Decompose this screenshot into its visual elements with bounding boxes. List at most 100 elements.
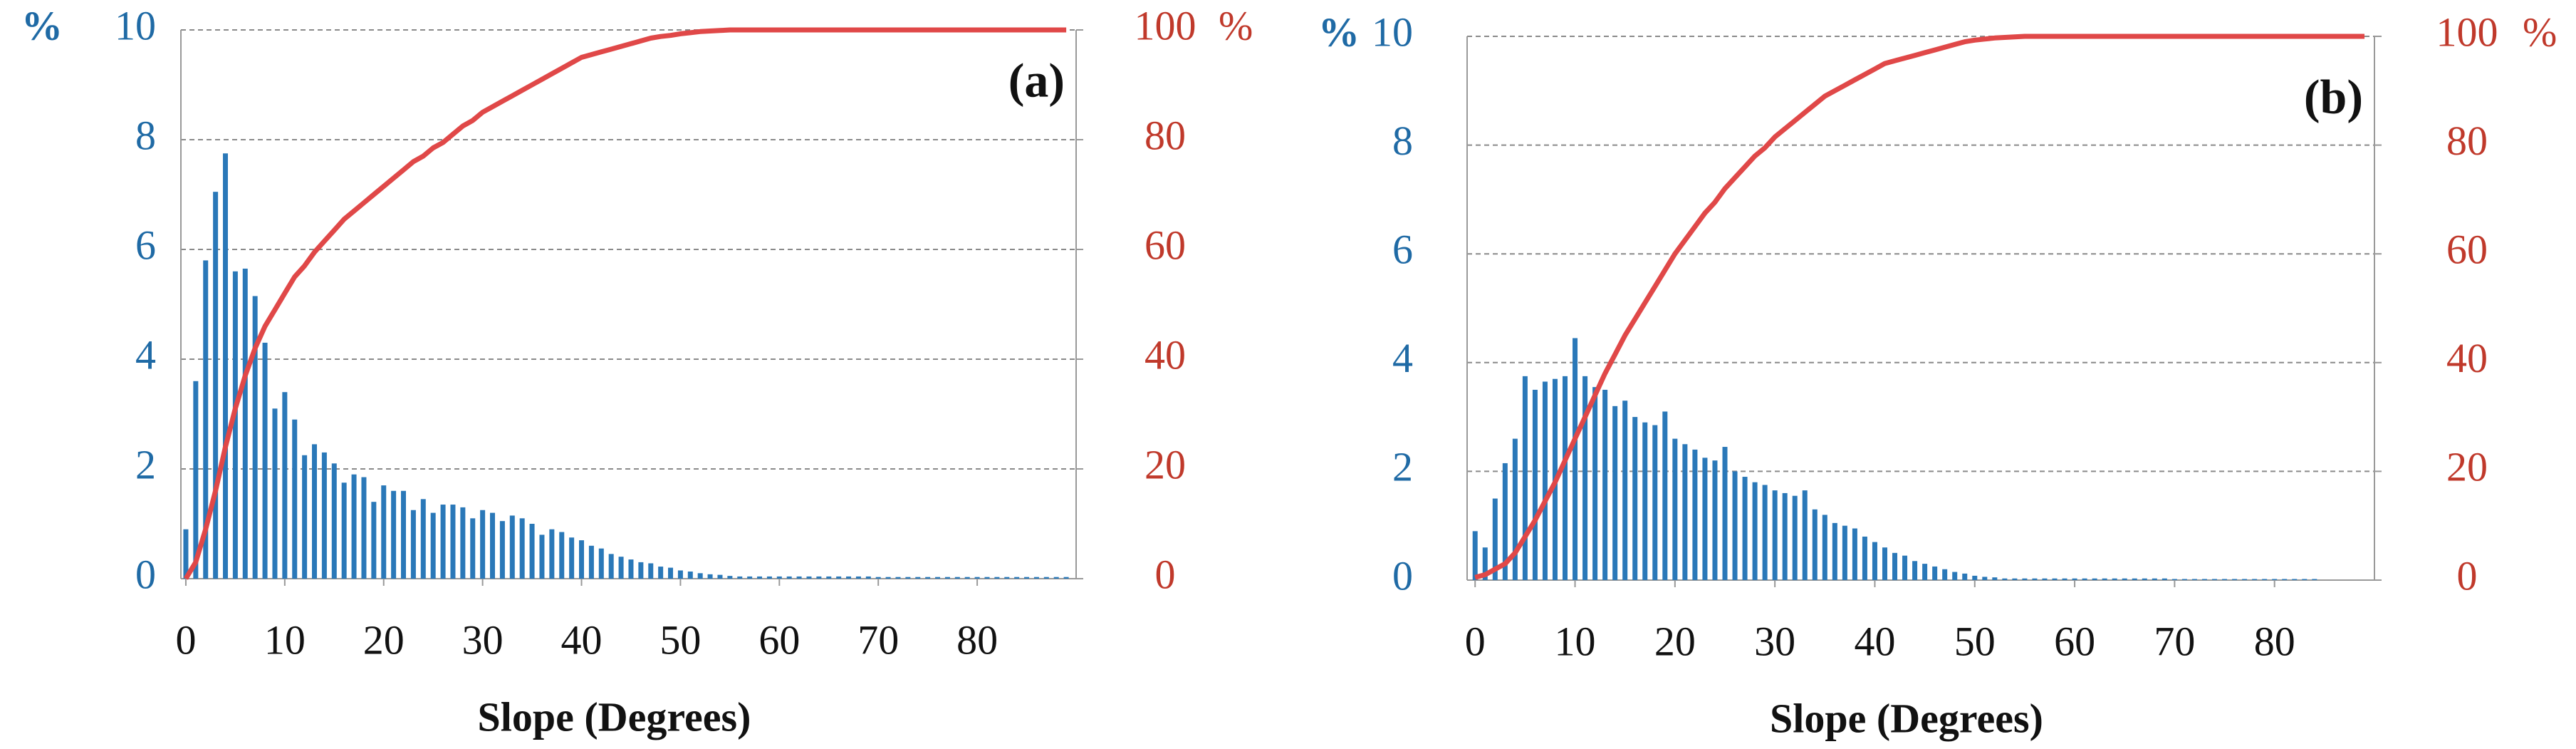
bar	[351, 474, 357, 579]
bar	[1662, 411, 1668, 580]
y-tick-label: 10	[1372, 9, 1413, 55]
bar	[361, 477, 367, 579]
bar	[2242, 579, 2248, 580]
bar	[579, 540, 585, 579]
bar	[1682, 444, 1688, 580]
bar	[2212, 579, 2218, 580]
bar	[1642, 422, 1648, 580]
chart-panel: 0 2 4 6 8 10% 0 20 40 60 80 100 % 0 10 20 30 40 50 60 70 80 Sl…	[21, 2, 1253, 740]
bar	[262, 342, 268, 579]
bar	[658, 567, 664, 579]
bar	[1722, 447, 1728, 580]
x-tick-label: 0	[1465, 618, 1486, 664]
bar	[2262, 579, 2268, 580]
bar	[252, 296, 258, 579]
bar	[796, 576, 802, 579]
bar	[707, 574, 713, 579]
bar	[1812, 509, 1818, 580]
bar	[2312, 579, 2317, 580]
bar	[1792, 495, 1798, 580]
bar	[2232, 579, 2238, 580]
bar	[2142, 578, 2147, 580]
bar	[697, 573, 703, 579]
bar	[1832, 522, 1837, 580]
bar	[816, 576, 822, 579]
bar	[1742, 477, 1748, 580]
y-tick-label: 4	[1392, 335, 1413, 381]
bar	[490, 512, 496, 579]
bar	[687, 571, 693, 579]
bar	[242, 268, 248, 579]
panel-label: (b)	[2304, 70, 2363, 124]
bar	[806, 576, 812, 579]
bar	[717, 574, 723, 579]
bar	[2292, 579, 2298, 580]
bar	[618, 557, 624, 579]
bar	[944, 577, 950, 579]
bar	[1632, 417, 1638, 580]
bar	[1502, 463, 1508, 580]
chart-panel: 0 2 4 6 8 10% 0 20 40 60 80 100 % 0 10 20 30 40 50 60 70 80 Sl…	[1318, 9, 2557, 741]
bar	[559, 532, 565, 579]
bar	[460, 507, 466, 579]
bar	[1752, 482, 1758, 580]
bar	[213, 192, 219, 579]
bar	[1922, 564, 1928, 580]
y2-tick-label: 80	[1144, 112, 1186, 158]
y-tick-label: 2	[1392, 444, 1413, 490]
y2-axis-unit: %	[2523, 9, 2557, 55]
bar	[312, 444, 318, 579]
bar	[974, 577, 980, 579]
y2-tick-label: 0	[2457, 552, 2478, 599]
bar	[2002, 578, 2008, 580]
bar	[1892, 552, 1898, 580]
bar	[2132, 578, 2137, 580]
bar	[2122, 578, 2127, 580]
bar	[1862, 536, 1867, 580]
bar	[1492, 498, 1498, 580]
bar	[2282, 579, 2288, 580]
bar	[450, 505, 456, 579]
bar	[668, 567, 674, 579]
bar	[2272, 579, 2278, 580]
bar	[747, 576, 753, 579]
bar	[1822, 515, 1827, 580]
bar	[2112, 578, 2117, 580]
bar	[529, 524, 535, 579]
bar	[875, 577, 881, 579]
bar	[935, 577, 941, 579]
bar	[499, 521, 505, 579]
bar	[1962, 573, 1968, 580]
bar	[1043, 577, 1049, 579]
bar	[885, 577, 891, 579]
bar	[430, 512, 436, 579]
bar	[381, 485, 387, 579]
bar	[677, 570, 683, 579]
cumulative-line	[1474, 33, 2364, 580]
bar	[1912, 561, 1918, 580]
y2-axis-unit: %	[1219, 2, 1253, 48]
bar	[341, 482, 347, 579]
bar	[608, 554, 614, 579]
bar	[1542, 381, 1548, 580]
bar	[569, 537, 575, 579]
x-tick-label: 70	[2154, 618, 2195, 664]
x-tick-label: 40	[561, 616, 603, 663]
y2-tick-label: 40	[2446, 335, 2488, 381]
y-tick-label: 0	[1392, 552, 1413, 599]
bar	[1902, 555, 1908, 580]
x-tick-label: 10	[1555, 618, 1596, 664]
bar	[1992, 577, 1998, 580]
bar	[1612, 406, 1618, 580]
y-tick-label: 10	[115, 2, 156, 48]
bar	[598, 548, 604, 579]
bar	[1882, 547, 1887, 580]
bar	[846, 576, 852, 579]
bar	[1802, 490, 1808, 580]
bar	[757, 576, 763, 579]
x-tick-label: 80	[956, 616, 998, 663]
x-tick-label: 50	[659, 616, 701, 663]
bar	[539, 534, 545, 579]
x-tick-label: 20	[1654, 618, 1696, 664]
